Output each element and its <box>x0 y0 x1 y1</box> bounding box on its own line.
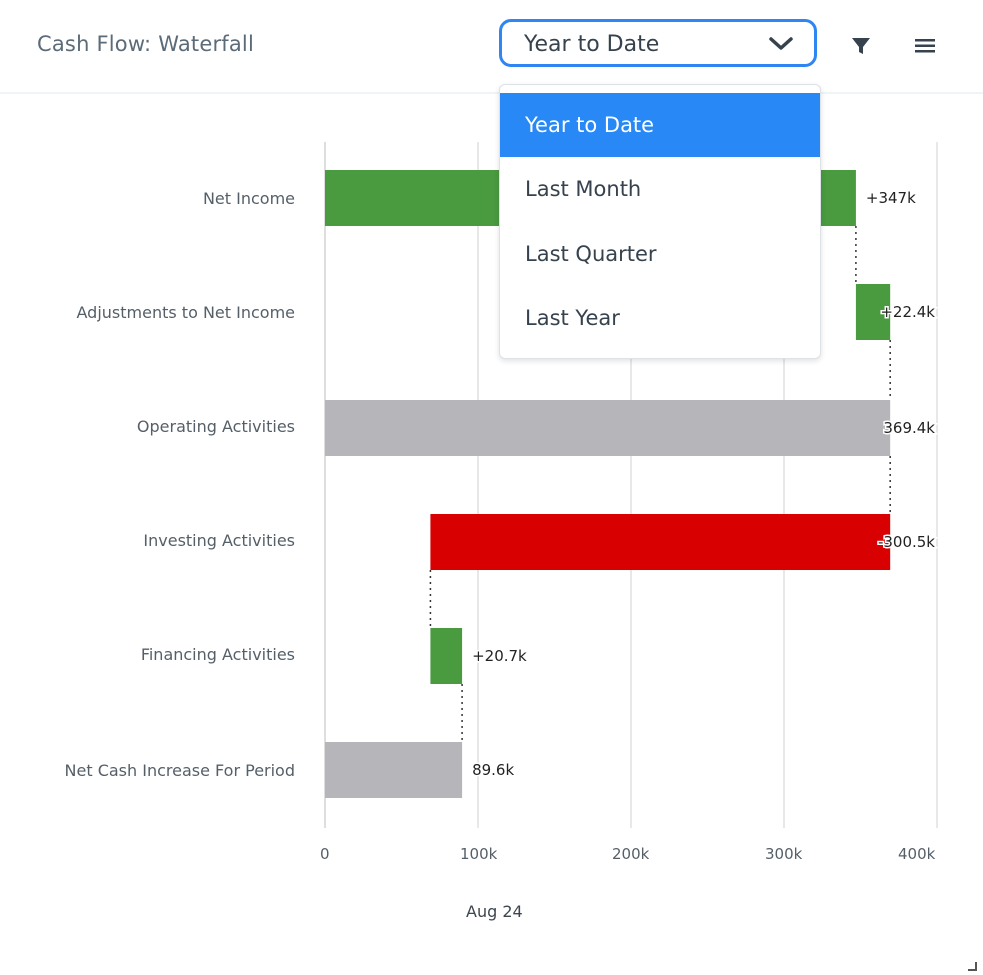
period-select[interactable]: Year to Date <box>499 19 817 67</box>
period-dropdown-menu: Year to Date Last Month Last Quarter Las… <box>499 84 821 359</box>
category-label: Net Cash Increase For Period <box>64 761 295 780</box>
data-label: 89.6k <box>472 761 514 779</box>
chevron-down-icon <box>769 37 793 50</box>
x-tick-label: 400k <box>898 845 936 863</box>
x-axis-label: Aug 24 <box>466 902 523 921</box>
hamburger-menu-icon[interactable] <box>912 33 938 59</box>
x-tick-label: 300k <box>765 845 803 863</box>
waterfall-bar <box>325 400 891 456</box>
dropdown-option-last-month[interactable]: Last Month <box>525 177 642 201</box>
category-label: Net Income <box>202 189 295 208</box>
dropdown-option-last-quarter[interactable]: Last Quarter <box>525 242 657 266</box>
resize-handle-icon[interactable] <box>966 960 978 972</box>
category-label: Adjustments to Net Income <box>76 303 295 322</box>
data-label: 369.4k <box>883 419 935 437</box>
x-tick-label: 200k <box>612 845 650 863</box>
dropdown-option-last-year[interactable]: Last Year <box>525 306 620 330</box>
waterfall-bar <box>855 284 891 340</box>
category-label: Operating Activities <box>136 417 295 436</box>
dropdown-option-year-to-date[interactable]: Year to Date <box>500 93 820 157</box>
category-label: Financing Activities <box>140 645 295 664</box>
filter-icon[interactable] <box>848 33 874 59</box>
waterfall-bar <box>430 514 891 570</box>
x-tick-label: 0 <box>320 845 330 863</box>
category-label: Investing Activities <box>143 531 295 550</box>
chart-title: Cash Flow: Waterfall <box>37 32 255 56</box>
period-select-value: Year to Date <box>524 32 660 57</box>
waterfall-bar <box>430 628 463 684</box>
x-tick-label: 100k <box>460 845 498 863</box>
data-label: +20.7k <box>472 647 527 665</box>
data-label: -300.5k <box>878 533 935 551</box>
chart-header: Cash Flow: Waterfall Year to Date <box>0 0 983 94</box>
data-label: +347k <box>866 189 916 207</box>
data-label: +22.4k <box>880 303 935 321</box>
waterfall-bar <box>325 742 463 798</box>
